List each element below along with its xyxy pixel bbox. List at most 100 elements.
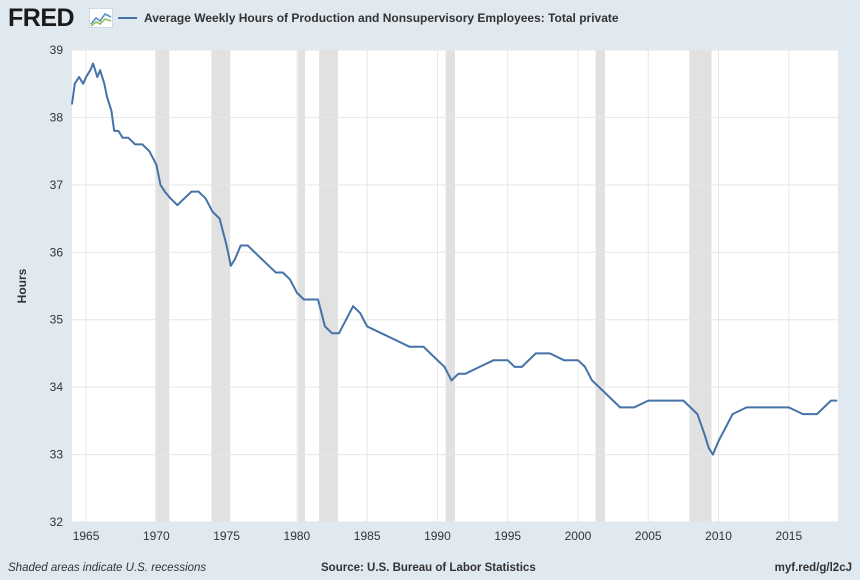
data-point xyxy=(267,264,270,267)
data-point xyxy=(696,413,699,415)
data-point xyxy=(661,399,664,402)
series-layer xyxy=(71,62,838,456)
legend-swatch xyxy=(118,17,137,19)
data-point xyxy=(230,264,232,267)
data-point xyxy=(338,332,340,335)
x-tick-label: 1995 xyxy=(494,529,521,543)
data-point xyxy=(99,69,101,72)
recession-band xyxy=(319,50,338,522)
data-point xyxy=(127,136,130,139)
recession-note: Shaded areas indicate U.S. recessions xyxy=(8,562,207,574)
data-point xyxy=(260,258,263,260)
data-point xyxy=(520,366,523,368)
data-point xyxy=(141,143,144,146)
data-point xyxy=(121,136,124,139)
y-tick-label: 32 xyxy=(50,515,64,529)
y-axis-title: Hours xyxy=(15,268,29,303)
data-point xyxy=(823,406,825,409)
data-point xyxy=(197,190,200,193)
data-point xyxy=(830,399,832,402)
recession-band xyxy=(595,50,605,522)
data-point xyxy=(218,217,221,220)
legend-label: Average Weekly Hours of Production and N… xyxy=(144,11,619,25)
data-point xyxy=(478,366,481,368)
data-point xyxy=(717,440,720,442)
data-point xyxy=(612,399,614,402)
data-point xyxy=(492,359,495,361)
data-point xyxy=(788,406,790,409)
data-point xyxy=(234,258,236,260)
data-point xyxy=(647,399,650,402)
data-point xyxy=(159,184,162,186)
data-point xyxy=(689,406,692,409)
line-chart[interactable]: 32 33 34 35 36 37 38 39 1965 1970 1975 1980 1985 1990… xyxy=(0,38,860,560)
data-point xyxy=(310,298,312,301)
y-tick-label: 38 xyxy=(50,110,64,124)
data-point xyxy=(274,271,277,274)
data-point xyxy=(113,130,115,132)
data-point xyxy=(78,76,80,78)
data-point xyxy=(296,291,298,294)
data-point xyxy=(169,197,172,200)
recession-band xyxy=(211,50,231,522)
data-point xyxy=(835,399,838,402)
data-point xyxy=(211,211,214,213)
data-point xyxy=(682,399,685,402)
data-point xyxy=(317,298,319,301)
y-tick-label: 39 xyxy=(50,43,64,57)
x-tick-label: 1980 xyxy=(284,529,311,543)
data-point xyxy=(436,359,439,361)
recession-band xyxy=(689,50,712,522)
data-point xyxy=(535,352,537,355)
data-point xyxy=(816,413,818,415)
data-point xyxy=(633,406,636,409)
x-tick-label: 1965 xyxy=(73,529,100,543)
data-point xyxy=(92,62,94,65)
data-point xyxy=(71,103,73,105)
data-point xyxy=(464,372,467,375)
data-point xyxy=(253,251,256,254)
x-tick-label: 2015 xyxy=(775,529,802,543)
data-point xyxy=(724,426,727,429)
data-point xyxy=(352,305,354,308)
grid-lines xyxy=(72,49,838,523)
data-point xyxy=(619,406,621,409)
data-point xyxy=(246,244,249,247)
recession-bands xyxy=(155,50,712,522)
chart-header: FRED Average Weekly Hours of Production … xyxy=(0,0,860,38)
x-tick-label: 2000 xyxy=(565,529,592,543)
data-point xyxy=(759,406,762,409)
data-point xyxy=(394,339,397,341)
data-point xyxy=(117,130,120,132)
fred-logo[interactable]: FRED xyxy=(8,4,75,32)
data-point xyxy=(148,150,151,152)
data-point xyxy=(712,453,714,456)
data-point xyxy=(731,413,734,415)
data-point xyxy=(408,345,411,348)
legend[interactable]: Average Weekly Hours of Production and N… xyxy=(118,11,619,25)
data-point xyxy=(429,352,432,355)
data-point xyxy=(183,197,186,200)
data-point xyxy=(324,325,326,328)
x-tick-label: 1985 xyxy=(354,529,381,543)
data-point xyxy=(598,386,600,388)
data-point xyxy=(89,69,92,72)
data-point xyxy=(289,278,291,281)
x-tick-label: 2005 xyxy=(635,529,662,543)
data-point xyxy=(450,379,453,382)
y-tick-label: 33 xyxy=(50,448,64,462)
data-point xyxy=(577,359,579,361)
recession-band xyxy=(155,50,170,522)
data-point xyxy=(225,244,228,247)
data-point xyxy=(96,76,99,78)
x-tick-label: 1970 xyxy=(143,529,170,543)
data-point xyxy=(110,109,113,112)
data-point xyxy=(155,163,158,166)
short-link[interactable]: myf.red/g/l2cJ xyxy=(774,562,852,574)
y-tick-label: 35 xyxy=(50,313,64,327)
data-point xyxy=(527,359,530,361)
source-note: Source: U.S. Bureau of Labor Statistics xyxy=(321,562,536,574)
axes: 32 33 34 35 36 37 38 39 1965 1970 1975 1980 1985 1990… xyxy=(15,43,802,543)
data-point xyxy=(331,332,333,335)
data-point xyxy=(773,406,776,409)
